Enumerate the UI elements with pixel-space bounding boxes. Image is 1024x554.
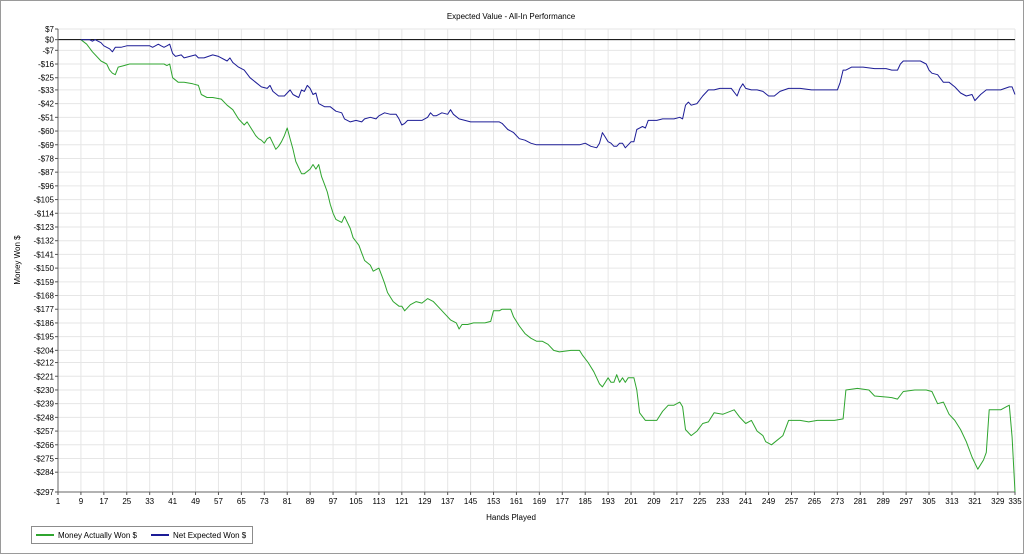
y-tick-label: -$159 — [34, 278, 55, 287]
x-tick-label: 177 — [556, 497, 570, 506]
y-tick-label: -$204 — [34, 346, 55, 355]
y-tick-label: -$230 — [34, 386, 55, 395]
y-tick-label: -$33 — [38, 86, 55, 95]
x-tick-label: 145 — [464, 497, 478, 506]
x-tick-label: 193 — [601, 497, 615, 506]
y-tick-label: -$168 — [34, 292, 55, 301]
y-tick-label: -$132 — [34, 237, 55, 246]
x-tick-label: 129 — [418, 497, 432, 506]
x-tick-label: 329 — [991, 497, 1005, 506]
grid — [57, 28, 1016, 493]
y-tick-label: $7 — [45, 25, 54, 34]
legend-item-expected: Net Expected Won $ — [151, 531, 246, 540]
y-tick-label: -$150 — [34, 264, 55, 273]
y-tick-label: -$96 — [38, 182, 55, 191]
x-tick-label: 297 — [899, 497, 913, 506]
plot-area — [58, 29, 1015, 492]
legend-swatch-expected — [151, 534, 170, 536]
y-tick-label: -$284 — [34, 468, 55, 477]
y-tick-label: -$114 — [34, 209, 54, 218]
x-tick-label: 97 — [329, 497, 338, 506]
y-tick-label: -$42 — [38, 100, 55, 109]
y-tick-label: $0 — [45, 36, 54, 45]
y-tick-label: -$25 — [38, 74, 55, 83]
y-tick-label: -$275 — [34, 454, 55, 463]
x-tick-label: 81 — [283, 497, 292, 506]
y-tick-label: -$266 — [34, 441, 55, 450]
series-line-net-expected-won — [80, 39, 1016, 149]
y-tick-label: -$257 — [34, 427, 55, 436]
x-tick-label: 289 — [877, 497, 891, 506]
x-tick-label: 273 — [831, 497, 845, 506]
x-tick-label: 233 — [716, 497, 730, 506]
x-tick-label: 217 — [670, 497, 684, 506]
x-tick-label: 161 — [510, 497, 524, 506]
series-line-money-actually-won — [80, 39, 1016, 493]
x-tick-label: 257 — [785, 497, 799, 506]
x-tick-label: 89 — [306, 497, 315, 506]
legend-label-actual: Money Actually Won $ — [58, 530, 138, 540]
y-tick-label: -$51 — [38, 113, 55, 122]
x-tick-label: 209 — [647, 497, 661, 506]
x-tick-label: 33 — [145, 497, 154, 506]
y-tick-label: -$87 — [38, 168, 55, 177]
x-tick-label: 49 — [191, 497, 200, 506]
y-tick-label: -$239 — [34, 400, 55, 409]
x-tick-label: 9 — [79, 497, 84, 506]
y-axis-ticks: $7 $0-$7 -$16 -$25 -$33 -$42 -$51 -$60 -$69 -$78 -… — [34, 25, 58, 497]
legend-swatch-actual — [36, 534, 54, 536]
legend-item-actual: Money Actually Won $ — [36, 531, 137, 540]
y-tick-label: -$60 — [38, 127, 55, 136]
x-tick-label: 305 — [922, 497, 936, 506]
x-tick-label: 153 — [487, 497, 501, 506]
y-tick-label: -$212 — [34, 359, 55, 368]
x-tick-label: 65 — [237, 497, 246, 506]
y-axis-label: Money Won $ — [13, 235, 22, 285]
x-tick-label: 105 — [349, 497, 363, 506]
x-tick-label: 225 — [693, 497, 707, 506]
y-tick-label: -$248 — [34, 413, 55, 422]
x-tick-label: 265 — [808, 497, 822, 506]
x-tick-label: 241 — [739, 497, 753, 506]
y-tick-label: -$186 — [34, 319, 55, 328]
x-tick-label: 41 — [168, 497, 177, 506]
x-axis-ticks: 1 9 17 25 33 41 49 57 65 73 81 89 97 105 113 121 129 137 1… — [56, 492, 1022, 506]
x-tick-label: 17 — [99, 497, 108, 506]
y-tick-label: -$177 — [34, 305, 55, 314]
x-tick-label: 281 — [854, 497, 868, 506]
y-tick-label: -$141 — [34, 250, 55, 259]
y-tick-label: -$123 — [34, 223, 55, 232]
x-tick-label: 25 — [122, 497, 131, 506]
y-tick-label: -$105 — [34, 196, 55, 205]
axes — [57, 29, 1015, 493]
x-axis-label: Hands Played — [486, 513, 536, 522]
x-tick-label: 313 — [945, 497, 959, 506]
x-tick-label: 185 — [579, 497, 593, 506]
x-tick-label: 249 — [762, 497, 776, 506]
x-tick-label: 113 — [373, 497, 386, 506]
x-tick-label: 1 — [56, 497, 61, 506]
x-tick-label: 169 — [533, 497, 547, 506]
y-tick-label: -$7 — [42, 46, 54, 55]
series — [80, 39, 1016, 493]
x-tick-label: 73 — [260, 497, 269, 506]
y-tick-label: -$221 — [34, 372, 55, 381]
x-tick-label: 57 — [214, 497, 223, 506]
y-tick-label: -$297 — [34, 488, 55, 497]
y-tick-label: -$16 — [38, 60, 55, 69]
y-tick-label: -$195 — [34, 333, 55, 342]
x-tick-label: 137 — [441, 497, 455, 506]
x-tick-label: 201 — [624, 497, 638, 506]
legend: Money Actually Won $ Net Expected Won $ — [31, 526, 254, 544]
legend-label-expected: Net Expected Won $ — [173, 530, 247, 540]
chart-title: Expected Value - All-In Performance — [447, 12, 576, 21]
x-tick-label: 335 — [1008, 497, 1022, 506]
x-tick-label: 121 — [395, 497, 409, 506]
x-tick-label: 321 — [968, 497, 982, 506]
y-tick-label: -$69 — [38, 141, 55, 150]
y-tick-label: -$78 — [38, 154, 55, 163]
